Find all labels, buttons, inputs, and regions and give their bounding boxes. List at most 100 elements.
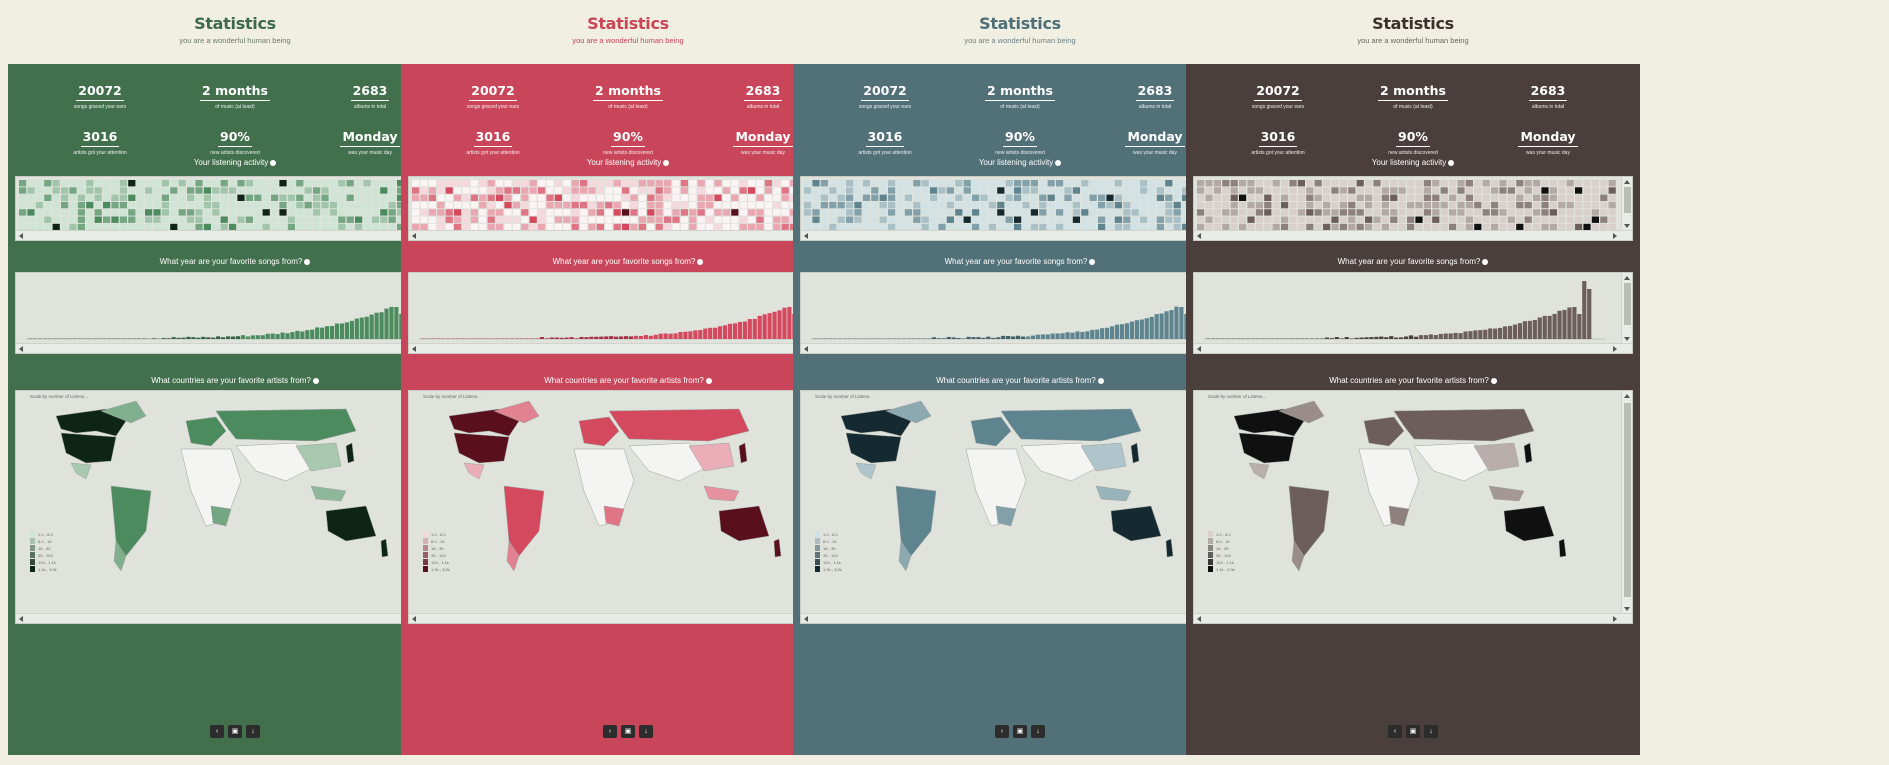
help-icon[interactable]	[1089, 258, 1096, 265]
help-icon[interactable]	[312, 377, 319, 384]
share-button[interactable]: ‹	[995, 725, 1009, 738]
heatmap-cell	[1348, 180, 1356, 187]
scroll-up-arrow-icon[interactable]	[1624, 394, 1630, 398]
help-icon[interactable]	[1097, 377, 1104, 384]
scroll-left-arrow-icon[interactable]	[804, 233, 808, 239]
heatmap-cell	[178, 216, 186, 223]
scroll-left-arrow-icon[interactable]	[412, 346, 416, 352]
heatmap-cell	[19, 216, 27, 223]
scroll-down-arrow-icon[interactable]	[1624, 224, 1630, 228]
scroll-left-arrow-icon[interactable]	[804, 346, 808, 352]
scroll-thumb[interactable]	[1624, 187, 1631, 213]
download-button[interactable]: ↓	[1424, 725, 1438, 738]
horizontal-scrollbar[interactable]	[16, 230, 454, 240]
horizontal-scrollbar[interactable]	[16, 613, 454, 623]
scroll-left-arrow-icon[interactable]	[412, 616, 416, 622]
vertical-scrollbar[interactable]	[1621, 391, 1632, 623]
heatmap-cell	[1499, 223, 1507, 231]
year-bar	[369, 314, 374, 339]
download-button[interactable]: ↓	[246, 725, 260, 738]
help-icon[interactable]	[1482, 258, 1489, 265]
scroll-left-arrow-icon[interactable]	[1197, 346, 1201, 352]
scroll-left-arrow-icon[interactable]	[1197, 616, 1201, 622]
help-icon[interactable]	[1055, 159, 1062, 166]
scroll-left-arrow-icon[interactable]	[19, 233, 23, 239]
stat-value: 90%	[1396, 129, 1430, 147]
heatmap-cell	[706, 209, 714, 216]
share-button[interactable]: ‹	[210, 725, 224, 738]
scroll-down-arrow-icon[interactable]	[1624, 337, 1630, 341]
help-icon[interactable]	[304, 258, 311, 265]
scroll-up-arrow-icon[interactable]	[1624, 180, 1630, 184]
scroll-right-arrow-icon[interactable]	[1613, 616, 1617, 622]
heatmap-cell	[1239, 201, 1247, 209]
heatmap-cell	[1230, 194, 1238, 201]
horizontal-scrollbar[interactable]	[801, 230, 1239, 240]
copy-button[interactable]: ▣	[1013, 725, 1027, 738]
heatmap-cell	[1323, 209, 1331, 216]
help-icon[interactable]	[697, 258, 704, 265]
scroll-left-arrow-icon[interactable]	[1197, 233, 1201, 239]
heatmap-cell	[739, 223, 747, 231]
copy-button[interactable]: ▣	[1406, 725, 1420, 738]
heatmap-cell	[1205, 180, 1213, 187]
scroll-right-arrow-icon[interactable]	[1613, 233, 1617, 239]
copy-button[interactable]: ▣	[228, 725, 242, 738]
help-icon[interactable]	[663, 159, 670, 166]
horizontal-scrollbar[interactable]	[409, 230, 847, 240]
scroll-thumb[interactable]	[1624, 403, 1631, 597]
horizontal-scrollbar[interactable]	[409, 613, 847, 623]
horizontal-scrollbar[interactable]	[409, 343, 847, 353]
legend-label: 16 - 35	[431, 546, 444, 551]
copy-button[interactable]: ▣	[621, 725, 635, 738]
heatmap-cell	[1089, 209, 1097, 216]
scroll-down-arrow-icon[interactable]	[1624, 607, 1630, 611]
scroll-right-arrow-icon[interactable]	[1613, 346, 1617, 352]
scroll-left-arrow-icon[interactable]	[19, 616, 23, 622]
heatmap-cell	[1457, 180, 1465, 187]
share-button[interactable]: ‹	[1388, 725, 1402, 738]
horizontal-scrollbar[interactable]	[801, 343, 1239, 353]
heatmap-cell	[1524, 180, 1532, 187]
heatmap-cell	[773, 209, 781, 216]
vertical-scrollbar[interactable]	[1621, 177, 1632, 240]
heatmap-cell	[445, 194, 453, 201]
heatmap-cell	[664, 187, 672, 194]
horizontal-scrollbar[interactable]	[16, 343, 454, 353]
heatmap-cell	[672, 180, 680, 187]
heatmap-cell	[1213, 194, 1221, 201]
heatmap-cell	[1289, 194, 1297, 201]
download-button[interactable]: ↓	[639, 725, 653, 738]
activity-heatmap	[1193, 176, 1633, 241]
heatmap-cell	[1524, 223, 1532, 231]
heatmap-cell	[1123, 201, 1131, 209]
scroll-left-arrow-icon[interactable]	[804, 616, 808, 622]
help-icon[interactable]	[270, 159, 277, 166]
heatmap-cell	[321, 180, 329, 187]
heatmap-cell	[1297, 216, 1305, 223]
horizontal-scrollbar[interactable]	[1194, 343, 1632, 353]
heatmap-cell	[445, 209, 453, 216]
heatmap-cell	[1182, 180, 1190, 187]
heatmap-cell	[904, 209, 912, 216]
help-icon[interactable]	[1490, 377, 1497, 384]
help-icon[interactable]	[1448, 159, 1455, 166]
year-bar	[1324, 337, 1329, 339]
scroll-up-arrow-icon[interactable]	[1624, 276, 1630, 280]
copy-icon: ▣	[231, 728, 239, 735]
download-button[interactable]: ↓	[1031, 725, 1045, 738]
vertical-scrollbar[interactable]	[1621, 273, 1632, 353]
heatmap-cell	[388, 209, 396, 216]
horizontal-scrollbar[interactable]	[1194, 613, 1632, 623]
heatmap-cell	[955, 201, 963, 209]
activity-title: Your listening activity	[1186, 158, 1640, 167]
horizontal-scrollbar[interactable]	[1194, 230, 1632, 240]
share-button[interactable]: ‹	[603, 725, 617, 738]
scroll-thumb[interactable]	[1624, 283, 1631, 325]
scroll-left-arrow-icon[interactable]	[19, 346, 23, 352]
horizontal-scrollbar[interactable]	[801, 613, 1239, 623]
year-bar	[201, 336, 206, 339]
heatmap-cell	[714, 187, 722, 194]
help-icon[interactable]	[705, 377, 712, 384]
scroll-left-arrow-icon[interactable]	[412, 233, 416, 239]
